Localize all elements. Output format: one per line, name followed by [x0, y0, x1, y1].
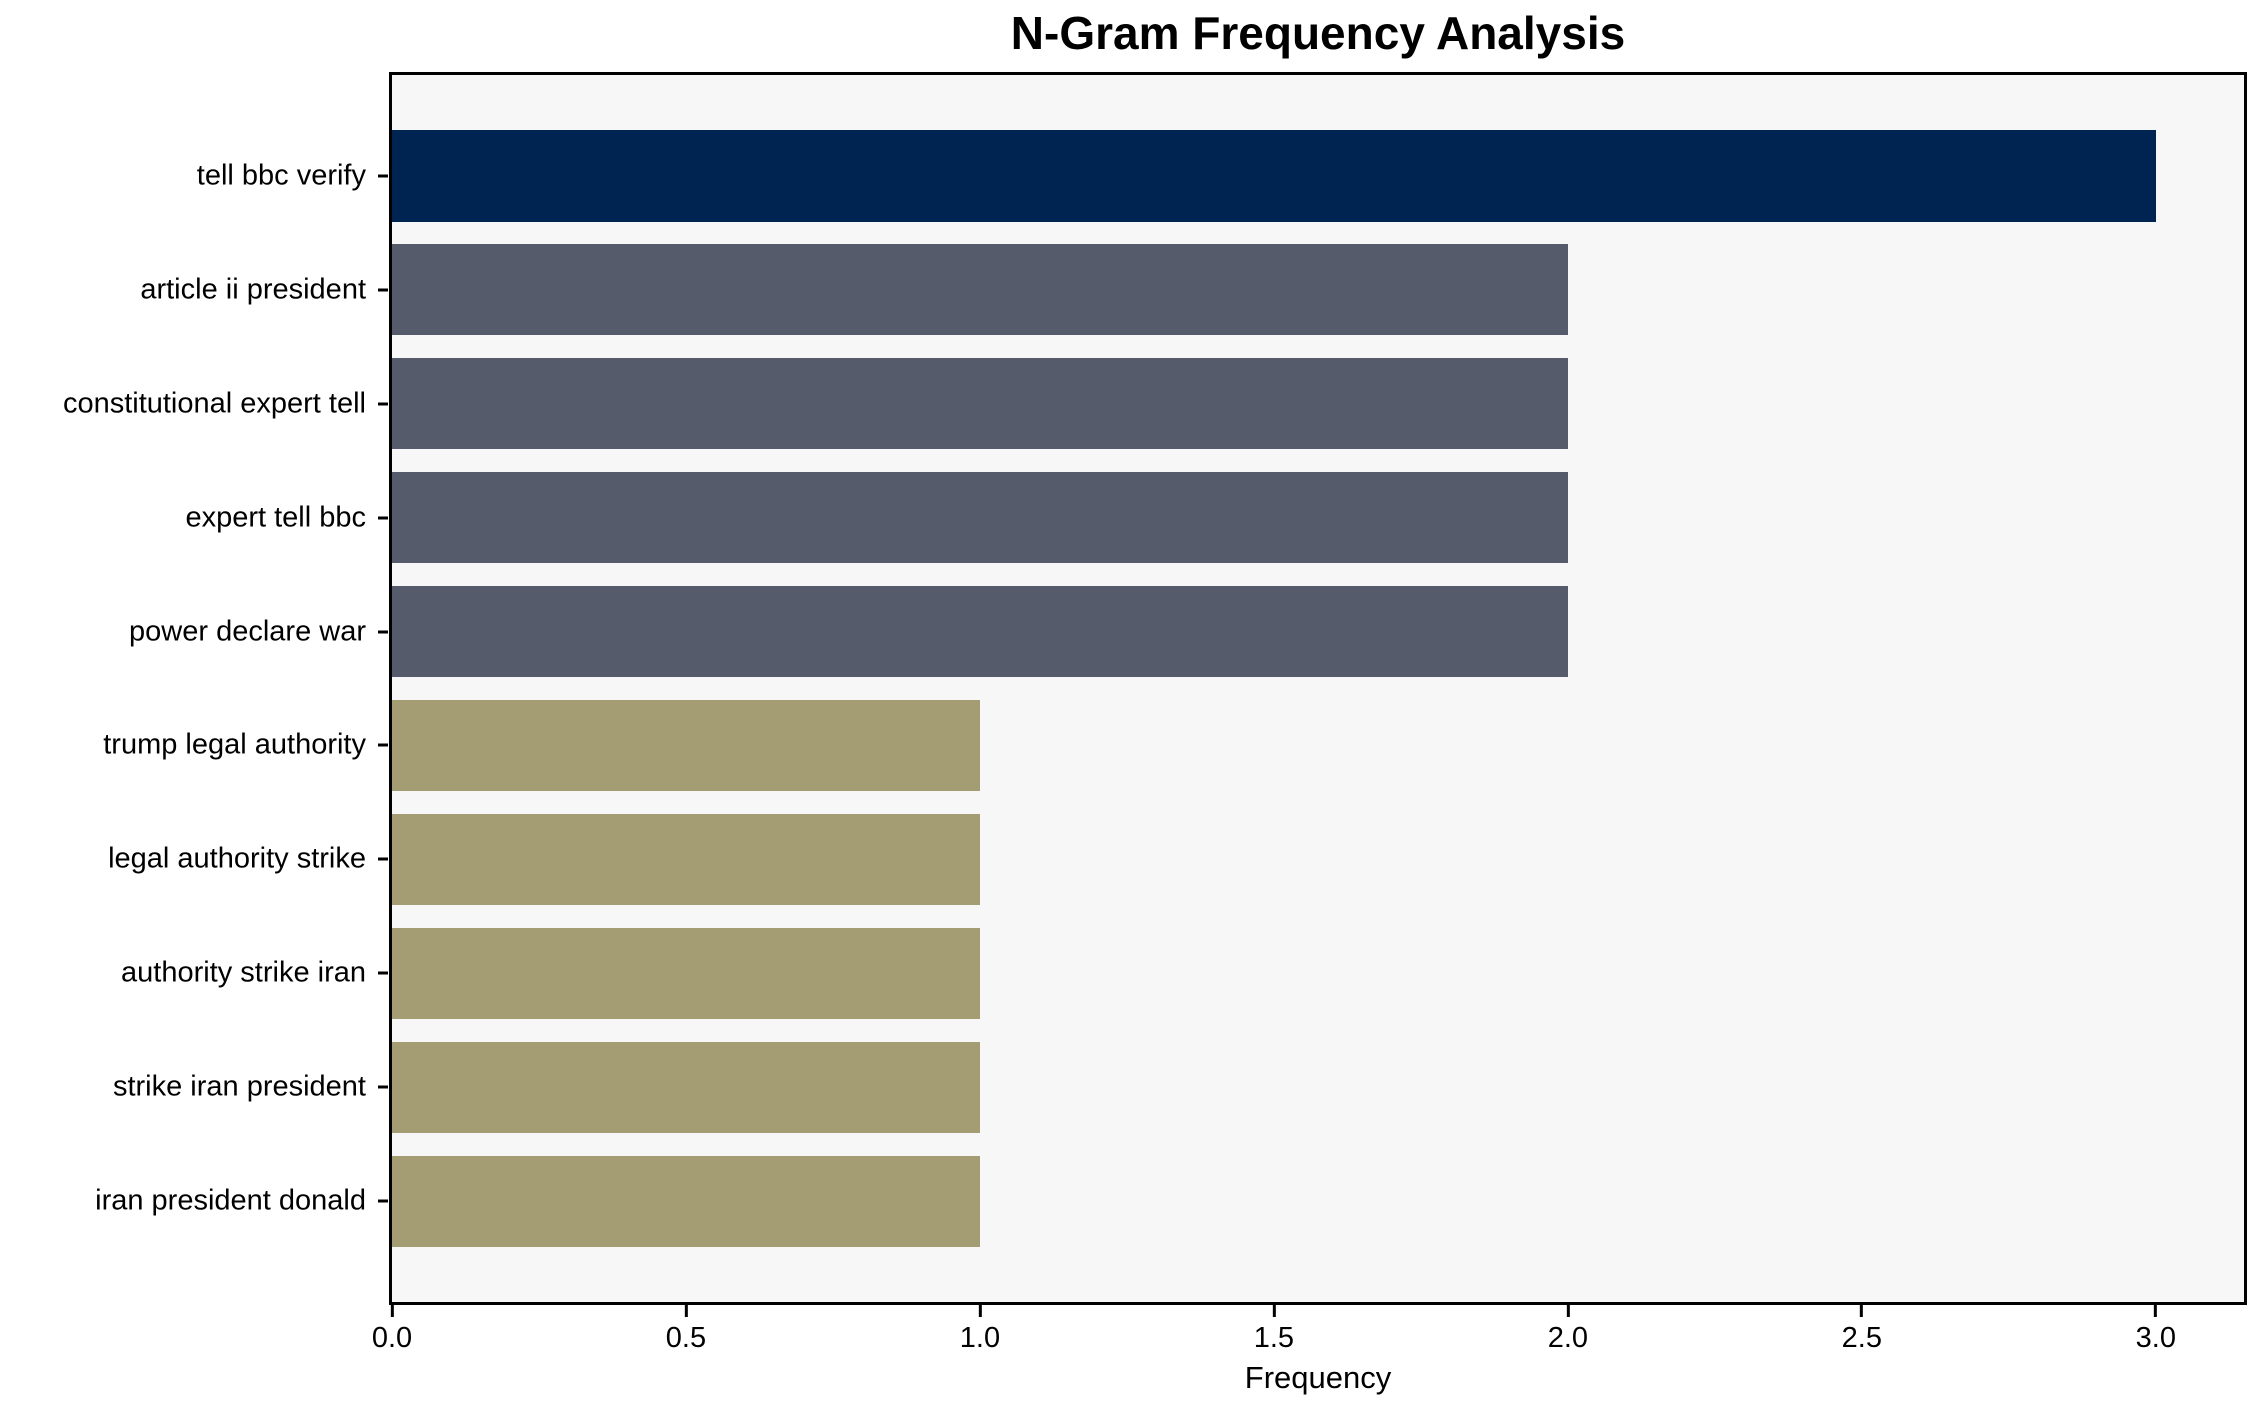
x-tick: 1.5 — [1254, 1305, 1294, 1355]
x-tick-mark — [978, 1305, 982, 1317]
chart-title: N-Gram Frequency Analysis — [1010, 7, 1626, 59]
x-axis: 0.0 0.5 1.0 1.5 2.0 2.5 3.0 — [372, 1305, 2244, 1365]
y-tick-mark — [378, 288, 388, 292]
x-tick-label: 1.5 — [1253, 1322, 1295, 1354]
bar-row: legal authority strike — [108, 802, 2244, 916]
x-axis-label: Frequency — [1244, 1360, 1392, 1395]
bar — [392, 1041, 980, 1133]
y-tick-label: strike iran president — [112, 1070, 366, 1103]
x-tick: 3.0 — [2136, 1305, 2176, 1355]
bar-row: tell bbc verify — [197, 119, 2244, 233]
x-tick: 0.5 — [666, 1305, 706, 1355]
y-tick-mark — [378, 402, 388, 406]
x-tick: 2.0 — [1548, 1305, 1588, 1355]
bar-row: trump legal authority — [103, 689, 2244, 803]
bar — [392, 699, 980, 792]
y-tick-label: power declare war — [129, 615, 366, 648]
x-tick-mark — [1860, 1305, 1864, 1317]
x-tick-mark — [2154, 1305, 2158, 1317]
x-tick-label: 2.5 — [1841, 1322, 1882, 1354]
y-tick-mark — [378, 174, 388, 178]
x-tick-mark — [1272, 1305, 1276, 1317]
bar-row: iran president donald — [95, 1144, 2244, 1258]
y-tick-label: trump legal authority — [103, 728, 366, 761]
y-tick-label: iran president donald — [95, 1184, 366, 1217]
bar-row: power declare war — [129, 575, 2244, 689]
bar — [392, 813, 980, 905]
bar-row: strike iran president — [113, 1030, 2244, 1144]
bar — [392, 472, 1568, 564]
bar-row: expert tell bbc — [185, 461, 2244, 575]
y-tick-mark — [378, 857, 388, 861]
y-tick-mark — [378, 1085, 388, 1089]
x-tick-mark — [1566, 1305, 1570, 1317]
y-tick-mark — [378, 971, 388, 975]
bar — [392, 130, 2156, 222]
bar-row: authority strike iran — [121, 916, 2244, 1030]
x-tick-label: 1.0 — [959, 1322, 1001, 1354]
y-tick-mark — [378, 630, 388, 634]
y-tick-label: expert tell bbc — [185, 501, 366, 534]
bar — [392, 1155, 980, 1247]
y-tick-label: authority strike iran — [121, 956, 366, 989]
y-tick-label: legal authority strike — [108, 842, 366, 875]
y-tick-label: tell bbc verify — [196, 159, 366, 192]
x-tick-label: 2.0 — [1547, 1322, 1589, 1354]
x-tick: 0.0 — [372, 1305, 412, 1355]
bar-row: article ii president — [140, 233, 2244, 347]
x-tick-label: 3.0 — [2135, 1322, 2176, 1354]
y-tick-mark — [378, 743, 388, 747]
bar — [392, 586, 1568, 678]
bar-row: constitutional expert tell — [63, 347, 2244, 461]
bar — [392, 244, 1568, 336]
y-tick-label: article ii president — [140, 273, 366, 306]
x-tick: 2.5 — [1842, 1305, 1882, 1355]
x-tick-label: 0.5 — [665, 1322, 707, 1354]
y-tick-mark — [378, 516, 388, 520]
y-tick-label: constitutional expert tell — [62, 387, 366, 420]
bar — [392, 927, 980, 1019]
x-tick-mark — [684, 1305, 688, 1317]
x-tick-label: 0.0 — [371, 1322, 413, 1354]
bars-container: tell bbc verify article ii president const… — [63, 75, 2244, 1302]
y-tick-mark — [378, 1199, 388, 1203]
plot-area: tell bbc verify article ii president const… — [63, 72, 2247, 1305]
bar — [392, 358, 1568, 450]
x-tick: 1.0 — [960, 1305, 1000, 1355]
x-tick-mark — [390, 1305, 394, 1317]
